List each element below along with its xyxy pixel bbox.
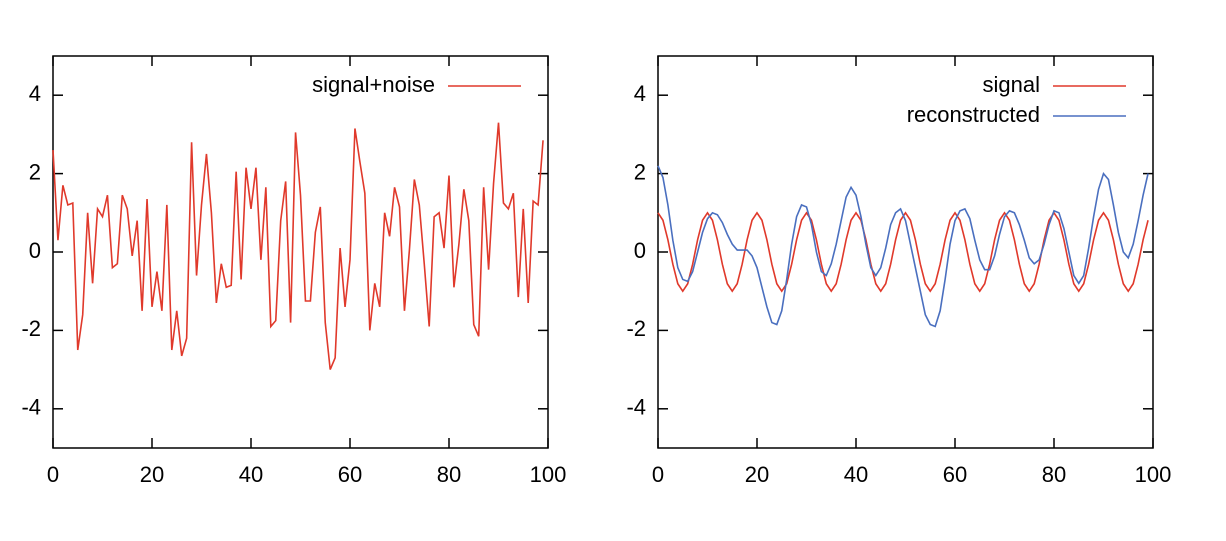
data-line bbox=[657, 211, 1149, 293]
y-tick-label: 4 bbox=[29, 81, 41, 106]
x-tick-label: 60 bbox=[338, 462, 362, 487]
x-tick-label: 40 bbox=[844, 462, 868, 487]
x-tick-label: 0 bbox=[652, 462, 664, 487]
legend-label: signal bbox=[983, 72, 1040, 97]
y-tick-label: 2 bbox=[29, 159, 41, 184]
legend-label: signal+noise bbox=[312, 72, 435, 97]
data-line bbox=[52, 122, 544, 370]
y-tick-label: 0 bbox=[29, 238, 41, 263]
plot-frame bbox=[52, 55, 549, 449]
x-tick-label: 0 bbox=[47, 462, 59, 487]
y-tick-label: -4 bbox=[21, 395, 41, 420]
x-tick-label: 100 bbox=[1135, 462, 1172, 487]
x-tick-label: 100 bbox=[530, 462, 567, 487]
x-tick-label: 80 bbox=[437, 462, 461, 487]
y-tick-label: -4 bbox=[626, 395, 646, 420]
x-tick-label: 60 bbox=[943, 462, 967, 487]
y-tick-label: 4 bbox=[634, 81, 646, 106]
legend-label: reconstructed bbox=[907, 102, 1040, 127]
x-tick-label: 20 bbox=[140, 462, 164, 487]
y-tick-label: -2 bbox=[626, 316, 646, 341]
x-tick-label: 40 bbox=[239, 462, 263, 487]
y-tick-label: 2 bbox=[634, 159, 646, 184]
data-line bbox=[657, 165, 1149, 328]
x-tick-label: 20 bbox=[745, 462, 769, 487]
plot-frame bbox=[657, 55, 1154, 449]
y-tick-label: 0 bbox=[634, 238, 646, 263]
x-tick-label: 80 bbox=[1042, 462, 1066, 487]
y-tick-label: -2 bbox=[21, 316, 41, 341]
